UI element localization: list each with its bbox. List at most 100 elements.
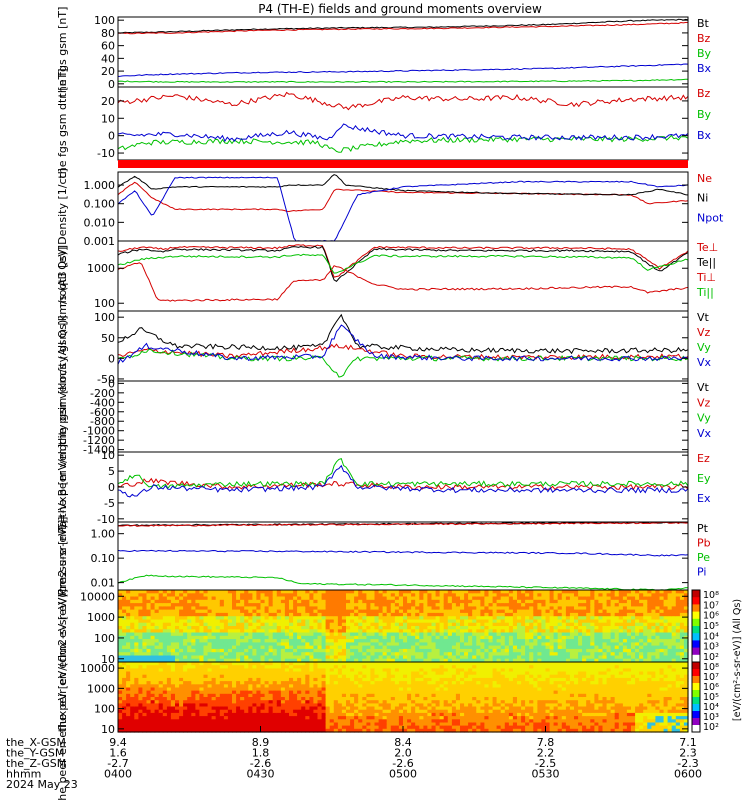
heatmap-cell (244, 655, 249, 660)
heatmap-cell (118, 609, 123, 614)
heatmap-cell (240, 596, 245, 601)
heatmap-cell (142, 629, 148, 634)
heatmap-cell (183, 655, 188, 660)
heatmap-cell (317, 593, 323, 598)
heatmap-cell (130, 632, 135, 637)
heatmap-cell (219, 606, 225, 611)
heatmap-cell (223, 648, 229, 653)
heatmap-cell (158, 622, 164, 627)
heatmap-cell (203, 612, 209, 617)
heatmap-cell (183, 629, 188, 634)
heatmap-cell (305, 622, 310, 627)
heatmap-cell (122, 616, 127, 621)
heatmap-cell (175, 599, 180, 604)
heatmap-cell (122, 619, 127, 624)
heatmap-cell (130, 609, 135, 614)
heatmap-cell (170, 603, 176, 607)
heatmap-cell (199, 645, 205, 650)
heatmap-cell (252, 648, 258, 653)
heatmap-cell (301, 619, 306, 624)
heatmap-cell (179, 635, 184, 640)
heatmap-cell (154, 658, 160, 663)
heatmap-cell (219, 635, 225, 640)
y-axis-label: Pressure [nPa] (56, 517, 69, 596)
heatmap-cell (207, 652, 213, 657)
heatmap-cell (150, 648, 156, 653)
heatmap-cell (166, 603, 172, 607)
heatmap-cell (223, 635, 229, 640)
heatmap-cell (268, 642, 274, 647)
heatmap-cell (126, 655, 131, 660)
heatmap-cell (122, 652, 127, 657)
heatmap-cell (179, 655, 184, 660)
heatmap-cell (236, 648, 241, 653)
heatmap-cell (122, 622, 127, 627)
heatmap-cell (244, 629, 249, 634)
heatmap-cell (236, 609, 241, 614)
heatmap-cell (211, 612, 217, 617)
heatmap-cell (154, 616, 160, 621)
heatmap-cell (293, 603, 298, 607)
heatmap-cell (272, 593, 278, 598)
heatmap-cell (154, 612, 160, 617)
heatmap-cell (134, 606, 139, 611)
heatmap-cell (268, 616, 274, 621)
heatmap-cell (276, 655, 282, 660)
heatmap-cell (248, 596, 253, 601)
heatmap-cell (219, 619, 225, 624)
heatmap-cell (166, 606, 172, 611)
heatmap-cell (240, 645, 245, 650)
heatmap-cell (248, 606, 253, 611)
heatmap-cell (236, 639, 241, 643)
heatmap-cell (134, 635, 139, 640)
heatmap-cell (215, 629, 221, 634)
heatmap-cell (223, 599, 229, 604)
heatmap-cell (313, 658, 319, 663)
heatmap-cell (260, 658, 266, 663)
heatmap-cell (166, 658, 172, 663)
heatmap-cell (240, 642, 245, 647)
heatmap-cell (276, 648, 282, 653)
heatmap-cell (313, 652, 319, 657)
heatmap-cell (118, 652, 123, 657)
heatmap-cell (166, 593, 172, 598)
heatmap-cell (227, 645, 233, 650)
heatmap-cell (252, 652, 258, 657)
heatmap-cell (223, 609, 229, 614)
heatmap-cell (301, 590, 306, 594)
heatmap-cell (317, 603, 323, 607)
legend-entry: Ne (697, 172, 712, 185)
heatmap-cell (183, 635, 188, 640)
heatmap-cell (252, 658, 258, 663)
heatmap-cell (305, 590, 310, 594)
heatmap-cell (199, 619, 205, 624)
heatmap-cell (215, 612, 221, 617)
heatmap-cell (313, 619, 319, 624)
heatmap-cell (203, 648, 209, 653)
y-tick-label: -1200 (83, 434, 115, 447)
heatmap-cell (118, 593, 123, 598)
heatmap-cell (268, 658, 274, 663)
heatmap-cell (244, 590, 249, 594)
heatmap-cell (240, 622, 245, 627)
heatmap-cell (240, 658, 245, 663)
heatmap-cell (236, 590, 241, 594)
heatmap-cell (195, 635, 201, 640)
heatmap-cell (207, 632, 213, 637)
heatmap-cell (191, 652, 196, 657)
heatmap-cell (166, 590, 172, 594)
heatmap-cell (187, 632, 192, 637)
heatmap-cell (162, 612, 168, 617)
heatmap-cell (170, 632, 176, 637)
heatmap-cell (223, 590, 229, 594)
heatmap-cell (321, 596, 327, 601)
heatmap-cell (260, 632, 266, 637)
heatmap-cell (162, 599, 168, 604)
heatmap-cell (138, 590, 144, 594)
heatmap-cell (244, 616, 249, 621)
heatmap-cell (126, 645, 131, 650)
heatmap-cell (146, 642, 152, 647)
y-tick-label: 80 (101, 27, 115, 40)
heatmap-cell (268, 629, 274, 634)
